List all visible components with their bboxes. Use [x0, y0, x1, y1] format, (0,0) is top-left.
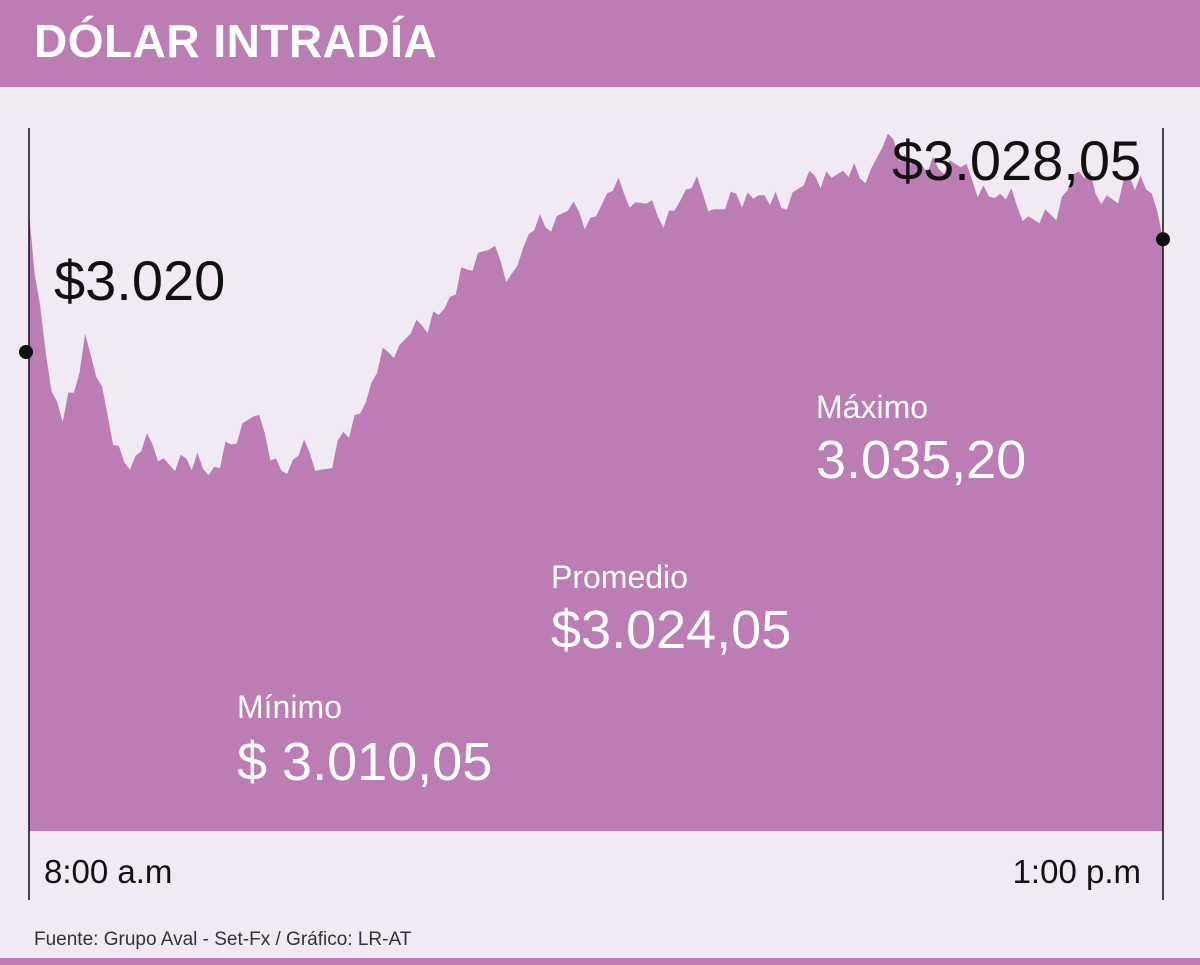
source-text: Fuente: Grupo Aval - Set-Fx / Gráfico: L… [34, 929, 412, 950]
close-marker [1156, 232, 1170, 247]
x-tick-end: 1:00 p.m [1013, 853, 1141, 890]
max-stat-name: Máximo [816, 389, 928, 425]
price-area [29, 133, 1163, 832]
intraday-chart: $3.020 $3.028,05 Máximo 3.035,20 Promedi… [19, 128, 1170, 900]
max-stat-value: 3.035,20 [816, 430, 1026, 490]
open-price-label: $3.020 [54, 249, 225, 312]
avg-stat-name: Promedio [551, 559, 688, 595]
chart-title: DÓLAR INTRADÍA [34, 15, 438, 67]
avg-stat-value: $3.024,05 [551, 600, 791, 660]
min-stat-name: Mínimo [237, 689, 342, 725]
x-tick-start: 8:00 a.m [44, 853, 172, 890]
close-price-label: $3.028,05 [892, 129, 1141, 192]
bottom-bar [0, 958, 1200, 965]
open-marker [19, 345, 33, 359]
header-bar: DÓLAR INTRADÍA [0, 0, 1200, 87]
min-stat-value: $ 3.010,05 [237, 732, 492, 792]
source-note: Fuente: Grupo Aval - Set-Fx / Gráfico: L… [34, 929, 411, 951]
